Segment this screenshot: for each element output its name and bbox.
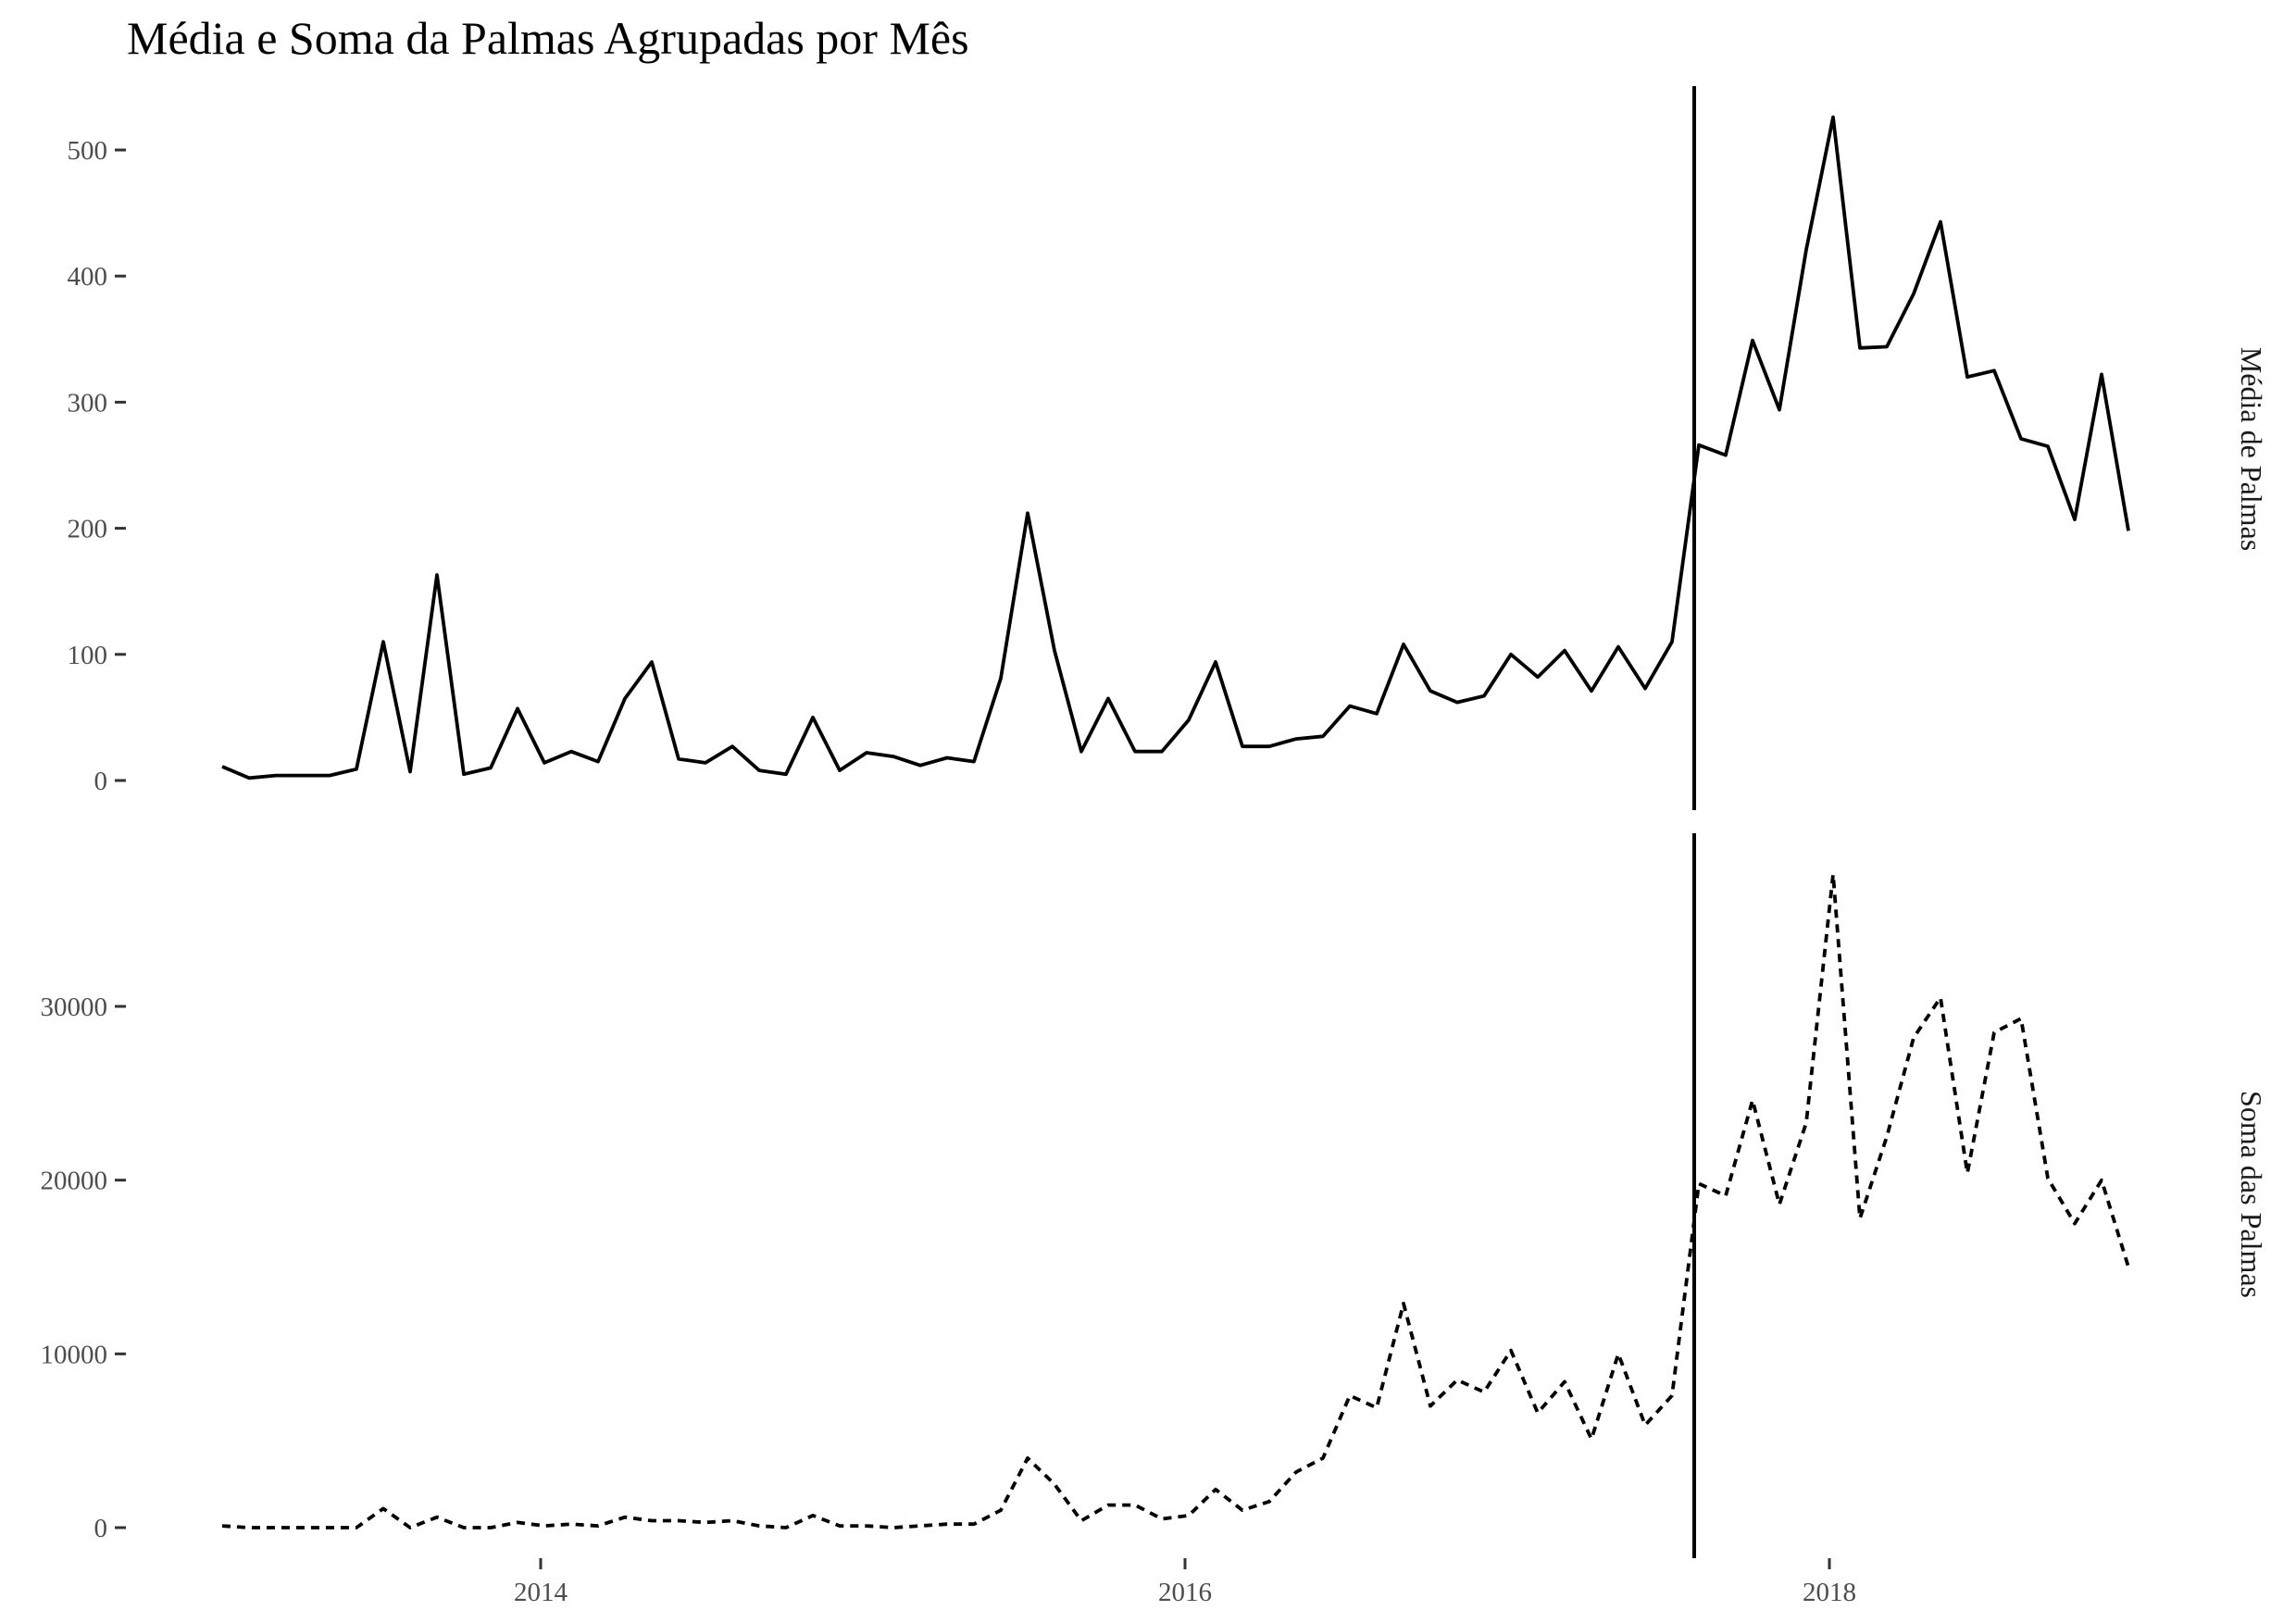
y-tick-label: 10000 bbox=[41, 1340, 108, 1369]
y-tick-label: 500 bbox=[68, 136, 108, 166]
panel-soma: 0 10000 20000 30000 Soma das Palmas bbox=[41, 872, 2268, 1543]
x-tick-label: 2014 bbox=[514, 1578, 568, 1607]
chart-title: Média e Soma da Palmas Agrupadas por Mês bbox=[127, 12, 969, 64]
x-tick-label: 2018 bbox=[1803, 1578, 1856, 1607]
x-axis: 2014 2016 2018 bbox=[514, 1558, 1856, 1607]
y-tick-label: 100 bbox=[68, 641, 108, 670]
y-tick-label: 0 bbox=[94, 1514, 108, 1543]
strip-label-media: Média de Palmas bbox=[2235, 347, 2268, 551]
y-tick-label: 0 bbox=[94, 767, 108, 796]
series-soma bbox=[221, 872, 2130, 1529]
y-tick-label: 300 bbox=[68, 388, 108, 418]
series-media bbox=[221, 115, 2130, 780]
series-line-1 bbox=[221, 872, 2130, 1529]
panel-media: 0 100 200 300 400 500 Média de Palmas bbox=[68, 115, 2268, 796]
x-tick-label: 2016 bbox=[1158, 1578, 1212, 1607]
y-tick-label: 400 bbox=[68, 262, 108, 292]
series-line-0 bbox=[221, 115, 2130, 780]
y-axis-media: 0 100 200 300 400 500 bbox=[68, 136, 126, 796]
y-tick-label: 20000 bbox=[41, 1167, 108, 1196]
strip-label-soma: Soma das Palmas bbox=[2235, 1091, 2268, 1298]
y-tick-label: 200 bbox=[68, 515, 108, 544]
y-axis-soma: 0 10000 20000 30000 bbox=[41, 993, 126, 1543]
y-tick-label: 30000 bbox=[41, 993, 108, 1022]
